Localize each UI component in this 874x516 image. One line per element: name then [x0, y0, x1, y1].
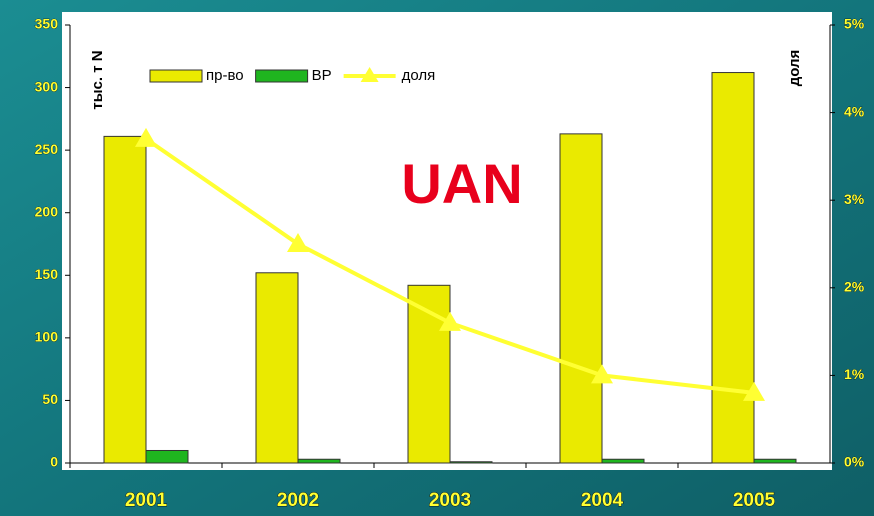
y-tick-label: 300: [35, 78, 59, 94]
marker: [591, 364, 613, 384]
marker: [135, 127, 157, 147]
y-axis-label: тыс. т N: [89, 50, 106, 109]
y-tick-label: 200: [35, 203, 59, 219]
y-tick-label: 150: [35, 266, 59, 282]
y2-axis-label: доля: [786, 50, 803, 87]
y-tick-label: 100: [35, 329, 59, 345]
x-tick-label: 2004: [581, 490, 624, 511]
y2-tick-label: 5%: [844, 16, 865, 32]
y2-tick-label: 2%: [844, 279, 865, 295]
legend-label: ВР: [312, 67, 332, 84]
marker: [439, 311, 461, 331]
legend-marker: [360, 67, 379, 82]
legend-label: пр-во: [206, 67, 244, 84]
y-tick-label: 350: [35, 16, 59, 32]
y2-tick-label: 1%: [844, 366, 865, 382]
marker: [287, 233, 309, 252]
x-tick-label: 2003: [429, 490, 471, 511]
y-tick-label: 250: [35, 141, 59, 157]
annotation: UAN: [401, 152, 522, 215]
bar: [601, 458, 645, 464]
bar: [407, 284, 451, 464]
bar: [449, 461, 493, 464]
legend-swatch: [149, 69, 203, 83]
bar: [255, 272, 299, 464]
x-tick-label: 2002: [277, 490, 319, 511]
x-tick-label: 2005: [733, 490, 776, 511]
y2-tick-label: 3%: [844, 191, 865, 207]
bar: [711, 72, 755, 464]
bar: [145, 449, 189, 464]
y2-tick-label: 0%: [844, 454, 865, 470]
bar: [559, 133, 603, 464]
legend-label: доля: [402, 67, 436, 84]
legend-swatch: [255, 69, 309, 83]
y2-tick-label: 4%: [844, 103, 865, 119]
y-tick-label: 0: [50, 454, 58, 470]
bar: [103, 135, 147, 464]
y-tick-label: 50: [42, 391, 58, 407]
bar: [297, 458, 341, 464]
marker: [743, 381, 765, 401]
x-tick-label: 2001: [125, 490, 168, 511]
bar: [753, 458, 797, 464]
